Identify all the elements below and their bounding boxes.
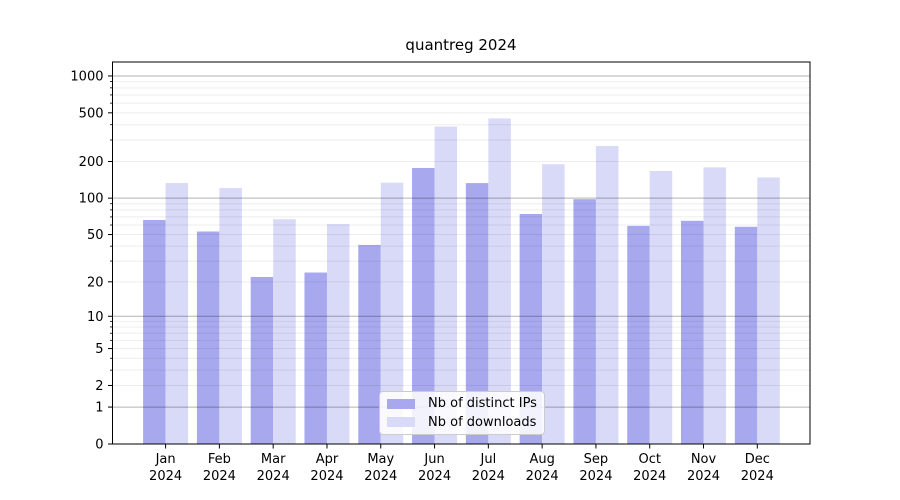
bar-distinct-ips-dec-2024 (734, 226, 758, 444)
x-tick-label-year: 2024 (472, 469, 505, 484)
bar-downloads-mar-2024 (273, 219, 296, 444)
x-tick-label-year: 2024 (310, 469, 343, 484)
x-tick-label-month: Nov (691, 452, 717, 467)
bar-downloads-nov-2024 (703, 167, 727, 445)
bar-distinct-ips-oct-2024 (627, 225, 650, 444)
y-tick-label: 2 (95, 379, 103, 394)
bar-distinct-ips-jul-2024 (465, 183, 489, 444)
bar-downloads-feb-2024 (219, 188, 242, 444)
x-tick-label-year: 2024 (257, 469, 290, 484)
legend-swatch-distinct-ips (387, 398, 415, 409)
x-tick-label-month: Jul (480, 452, 497, 467)
x-tick-label-year: 2024 (741, 469, 774, 484)
y-tick-label: 50 (87, 228, 104, 243)
bar-distinct-ips-feb-2024 (196, 231, 220, 444)
bar-distinct-ips-nov-2024 (681, 220, 704, 444)
x-tick-label-year: 2024 (203, 469, 236, 484)
x-tick-label-year: 2024 (526, 469, 559, 484)
bar-downloads-oct-2024 (649, 171, 673, 444)
legend: Nb of distinct IPs Nb of downloads (379, 391, 545, 435)
x-tick-label-month: Feb (208, 452, 231, 467)
x-tick-label-month: Dec (745, 452, 770, 467)
bar-distinct-ips-jun-2024 (412, 167, 435, 445)
bar-distinct-ips-mar-2024 (250, 276, 274, 444)
x-tick-label-month: Aug (529, 452, 554, 467)
x-tick-label-month: Sep (584, 452, 609, 467)
bar-distinct-ips-apr-2024 (304, 272, 327, 444)
bar-downloads-apr-2024 (326, 224, 350, 444)
bar-downloads-may-2024 (380, 182, 404, 444)
x-tick-label-year: 2024 (687, 469, 720, 484)
x-tick-label-month: Jan (155, 452, 176, 467)
y-tick-label: 500 (79, 106, 104, 121)
bar-downloads-sep-2024 (595, 145, 619, 444)
x-tick-label-month: Apr (316, 452, 339, 467)
x-tick-label-year: 2024 (149, 469, 182, 484)
bar-downloads-dec-2024 (757, 177, 780, 444)
x-tick-label-year: 2024 (364, 469, 397, 484)
y-tick-label: 200 (79, 155, 104, 170)
bar-distinct-ips-jan-2024 (143, 220, 166, 444)
y-tick-label: 1000 (70, 69, 103, 84)
plot-border (112, 61, 811, 445)
legend-label-distinct-ips: Nb of distinct IPs (428, 396, 537, 412)
x-tick-label-month: Mar (261, 452, 286, 467)
y-tick-label: 5 (95, 342, 103, 357)
bar-downloads-jul-2024 (488, 118, 511, 444)
legend-swatch-downloads (387, 417, 415, 428)
y-tick-label: 1 (95, 401, 103, 416)
legend-item-downloads: Nb of downloads (387, 415, 537, 431)
y-tick-label: 0 (95, 438, 103, 453)
bar-distinct-ips-sep-2024 (573, 199, 596, 444)
bar-distinct-ips-aug-2024 (519, 214, 543, 444)
legend-item-distinct-ips: Nb of distinct IPs (387, 396, 537, 412)
x-tick-label-year: 2024 (418, 469, 451, 484)
y-tick-label: 10 (87, 310, 104, 325)
bar-downloads-jun-2024 (434, 126, 458, 445)
legend-label-downloads: Nb of downloads (428, 414, 537, 430)
x-tick-label-month: Oct (638, 452, 660, 467)
chart-title: quantreg 2024 (405, 36, 517, 54)
bar-downloads-aug-2024 (542, 164, 565, 445)
y-tick-label: 100 (79, 192, 104, 207)
bar-downloads-jan-2024 (165, 183, 189, 444)
bar-distinct-ips-may-2024 (358, 244, 381, 444)
x-tick-label-year: 2024 (579, 469, 612, 484)
x-tick-label-month: May (367, 452, 394, 467)
x-tick-label-year: 2024 (633, 469, 666, 484)
y-tick-label: 20 (87, 275, 104, 290)
x-tick-label-month: Jun (423, 452, 444, 467)
